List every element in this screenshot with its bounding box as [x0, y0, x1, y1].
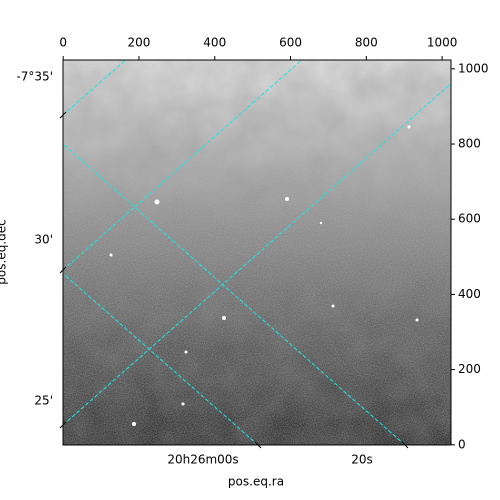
y-tick-label: 0	[458, 437, 466, 451]
x-tick-label: 600	[279, 36, 302, 50]
grid	[63, 60, 451, 445]
y-tick-label: 1000	[458, 61, 489, 75]
image	[63, 60, 451, 445]
grid-line	[63, 60, 303, 271]
x-tick-label: 1000	[427, 36, 458, 50]
frame	[62, 59, 452, 446]
x-tick-label: 400	[203, 36, 226, 50]
ra-tick-label: 20h26m00s	[167, 453, 238, 467]
ra-tick	[401, 441, 409, 449]
y-tick-label: 200	[458, 362, 481, 376]
ra-tick	[254, 441, 262, 449]
dec-tick-label: -7°35'	[16, 70, 53, 84]
x-axis-label: pos.eq.ra	[228, 475, 284, 489]
grid-line	[63, 82, 451, 426]
dec-tick	[59, 111, 67, 119]
dec-tick-label: 30'	[34, 233, 53, 247]
y-tick-label: 800	[458, 137, 481, 151]
x-tick-label: 200	[128, 36, 151, 50]
dec-tick	[59, 421, 67, 429]
x-tick-label: 0	[59, 36, 67, 50]
dec-tick	[59, 266, 67, 274]
y-axis-label: pos.eq.dec	[0, 219, 9, 284]
y-tick-label: 400	[458, 287, 481, 301]
dec-tick-label: 25'	[34, 394, 53, 408]
y-tick-label: 600	[458, 212, 481, 226]
x-tick-label: 800	[355, 36, 378, 50]
grid-line	[63, 143, 406, 445]
grid-line	[63, 272, 259, 445]
ra-tick-label: 20s	[351, 453, 373, 467]
